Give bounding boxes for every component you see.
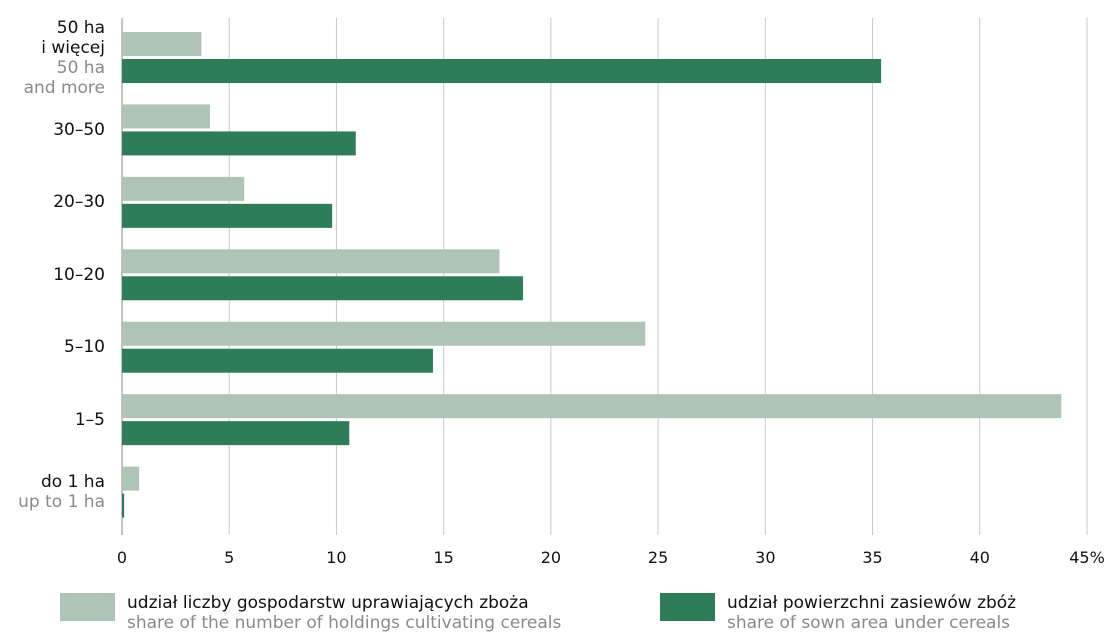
x-tick-label: 15	[433, 548, 453, 567]
bar-holdings	[122, 394, 1062, 419]
x-tick-label: 0	[117, 548, 127, 567]
legend-item-area: udział powierzchni zasiewów zbóż share o…	[660, 593, 1016, 633]
category-label: 30–50	[53, 119, 105, 140]
x-tick-label: 35	[862, 548, 882, 567]
legend-label-holdings-en: share of the number of holdings cultivat…	[127, 613, 562, 633]
bar-area	[122, 421, 350, 446]
legend-label-holdings: udział liczby gospodarstw uprawiających …	[127, 593, 529, 613]
bar-area	[122, 59, 882, 83]
bar-holdings	[122, 321, 646, 346]
category-label: 50 ha i więcej 50 ha and more	[23, 17, 105, 98]
legend-swatch-area	[660, 593, 715, 621]
bar-area	[122, 203, 333, 228]
legend-label-area-en: share of sown area under cereals	[727, 613, 1011, 633]
x-tick-label: 30	[755, 548, 775, 567]
bar-area	[122, 276, 524, 301]
x-tick-label: 45%	[1069, 548, 1104, 567]
legend-item-holdings: udział liczby gospodarstw uprawiających …	[60, 593, 561, 633]
x-tick-label: 25	[648, 548, 668, 567]
category-label: 10–20	[53, 264, 105, 285]
bar-holdings	[122, 466, 140, 491]
bar-holdings	[122, 176, 245, 201]
bar-area	[122, 348, 433, 373]
bar-holdings	[122, 104, 210, 129]
bar-area	[122, 493, 125, 518]
bar-holdings	[122, 32, 202, 56]
x-tick-label: 5	[224, 548, 234, 567]
x-tick-label: 20	[541, 548, 561, 567]
x-tick-label: 40	[970, 548, 990, 567]
legend-swatch-holdings	[60, 593, 115, 621]
legend-label-area: udział powierzchni zasiewów zbóż	[727, 593, 1017, 613]
category-label: 5–10	[64, 337, 105, 358]
x-tick-label: 10	[326, 548, 346, 567]
category-label: 1–5	[74, 409, 105, 430]
category-label: 20–30	[53, 192, 105, 213]
bar-area	[122, 131, 356, 156]
category-label: do 1 ha up to 1 ha	[18, 472, 105, 513]
bar-holdings	[122, 249, 500, 274]
